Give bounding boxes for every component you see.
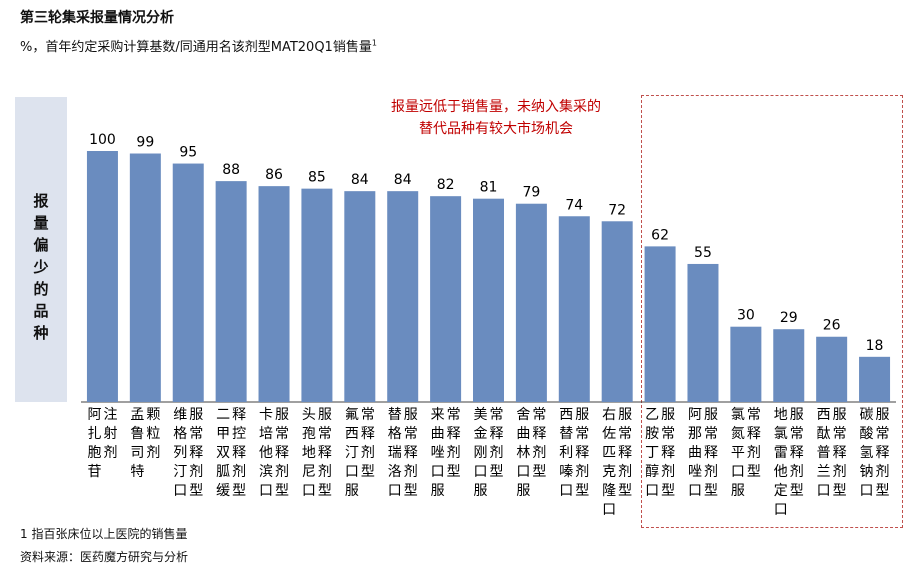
- data-label: 72: [608, 202, 626, 218]
- highlight-dashed-box: [641, 95, 903, 528]
- category-label: 氟西汀口服常释剂型: [345, 407, 375, 499]
- subtitle-footnote-marker: 1: [371, 38, 377, 48]
- category-label: 二甲双胍缓释控释剂型: [216, 407, 246, 499]
- data-label: 29: [780, 310, 798, 326]
- category-label: 来曲唑口服常释剂型: [431, 407, 461, 499]
- data-label: 30: [737, 308, 755, 324]
- data-label: 86: [265, 167, 283, 183]
- footnote: 1 指百张床位以上医院的销售量: [20, 527, 188, 541]
- data-label: 95: [179, 145, 197, 161]
- bar: [129, 153, 161, 402]
- data-label: 62: [651, 227, 669, 243]
- annotation-line-1: 报量远低于销售量，未纳入集采的: [391, 99, 601, 115]
- side-label-char: 的: [33, 280, 49, 298]
- category-label: 替格瑞洛口服常释剂型: [388, 407, 418, 499]
- annotation-line-2: 替代品种有较大市场机会: [419, 121, 573, 137]
- side-label-char: 量: [33, 214, 49, 232]
- bar: [215, 181, 247, 402]
- bar: [344, 191, 376, 402]
- bar: [430, 196, 462, 402]
- category-label: 头孢地尼口服常释剂型: [302, 407, 332, 499]
- category-label: 舍曲林口服常释剂型: [516, 407, 546, 499]
- data-label: 81: [480, 180, 498, 196]
- bar: [258, 186, 290, 402]
- category-label: 卡培他滨口服常释剂型: [259, 407, 289, 499]
- category-label: 阿扎胞苷注射剂: [87, 407, 117, 480]
- bar: [859, 356, 891, 402]
- side-label-char: 品: [33, 302, 49, 320]
- data-label: 26: [823, 318, 841, 334]
- data-label: 100: [89, 132, 116, 148]
- category-label: 地氯雷他定口服常释剂型: [774, 407, 804, 518]
- data-label: 84: [351, 172, 369, 188]
- side-label-panel: 报量偏少的品种: [15, 97, 67, 402]
- source-note: 资料来源：医药魔方研究与分析: [20, 550, 189, 564]
- bar: [773, 329, 805, 402]
- data-label: 88: [222, 162, 240, 178]
- data-label: 74: [565, 197, 583, 213]
- category-label: 西替利嗪口服常释剂型: [559, 407, 589, 499]
- category-label: 氯氮平口服常释剂型: [731, 407, 761, 499]
- bar: [644, 246, 676, 402]
- category-label: 阿那曲唑口服常释剂型: [688, 407, 718, 499]
- bar: [816, 336, 848, 402]
- bar: [387, 191, 419, 402]
- side-label-char: 偏: [33, 236, 49, 254]
- data-label: 18: [866, 338, 884, 354]
- category-label: 碳酸氢钠口服常释剂型: [860, 407, 890, 499]
- bar: [172, 163, 204, 402]
- category-label: 乙胺丁醇口服常释剂型: [645, 407, 675, 499]
- data-label: 84: [394, 172, 412, 188]
- bar: [86, 151, 118, 402]
- side-label-char: 种: [33, 324, 49, 342]
- category-label: 美金刚口服常释剂型: [474, 407, 504, 499]
- bar: [473, 198, 504, 402]
- bar: [558, 216, 590, 402]
- bar: [687, 263, 719, 402]
- category-label: 西酞普兰口服常释剂型: [817, 407, 847, 499]
- data-label: 99: [136, 135, 154, 151]
- annotation: 报量远低于销售量，未纳入集采的 替代品种有较大市场机会: [360, 96, 632, 140]
- side-label-char: 报: [33, 192, 49, 210]
- bar: [515, 203, 547, 402]
- category-label: 维格列汀口服常释剂型: [173, 407, 203, 499]
- chart-subtitle: %，首年约定采购计算基数/同通用名该剂型MAT20Q1销售量1: [20, 36, 377, 55]
- bar: [301, 188, 333, 402]
- bar: [730, 326, 762, 402]
- category-label: 右佐匹克隆口服常释剂型: [602, 407, 632, 518]
- chart-title: 第三轮集采报量情况分析: [20, 10, 174, 26]
- category-label: 孟鲁司特颗粒剂: [130, 407, 160, 480]
- side-label-char: 少: [33, 258, 49, 276]
- data-label: 82: [437, 177, 455, 193]
- data-label: 55: [694, 245, 712, 261]
- data-label: 79: [522, 185, 540, 201]
- data-label: 85: [308, 170, 326, 186]
- subtitle-text: %，首年约定采购计算基数/同通用名该剂型MAT20Q1销售量: [20, 40, 372, 55]
- bar: [601, 221, 633, 402]
